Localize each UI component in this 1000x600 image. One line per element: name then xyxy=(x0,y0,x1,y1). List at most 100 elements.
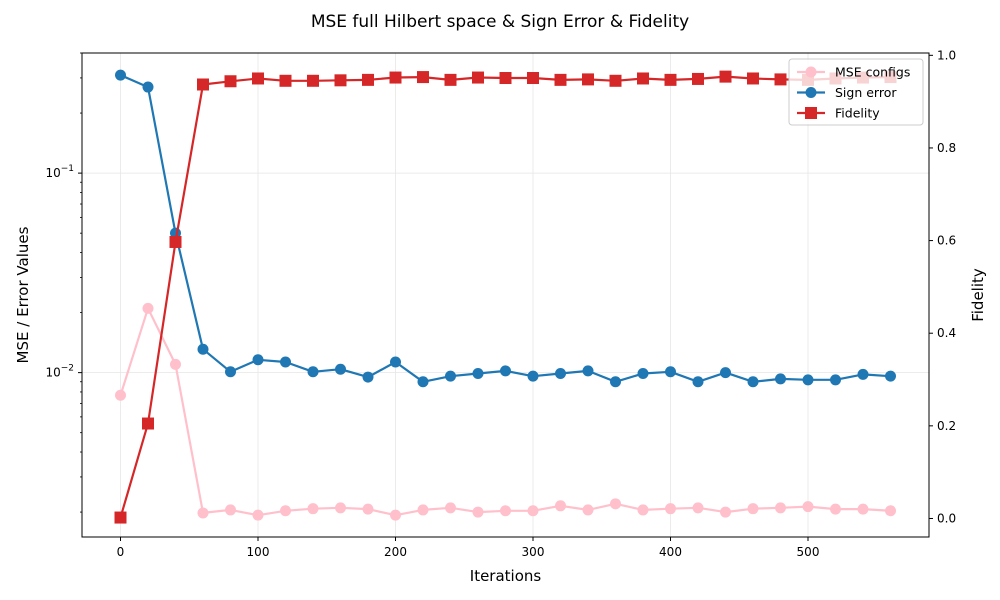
mse-configs-line xyxy=(119,307,891,517)
y-left-tick-exp: −1 xyxy=(61,164,74,174)
mse-configs-point xyxy=(857,503,869,515)
mse-configs-point xyxy=(582,504,594,516)
sign-error-point xyxy=(637,367,649,379)
sign-error-point xyxy=(527,370,539,382)
mse-configs-point xyxy=(720,506,731,518)
y-right-tick-label: 0.8 xyxy=(937,141,956,155)
mse-configs-point xyxy=(885,505,896,517)
legend-label: Sign error xyxy=(835,85,897,100)
tick-layer: 0 100 200 300 400 50010−110−20.00.20.40.60.81… xyxy=(45,48,956,559)
mse-configs-point xyxy=(335,502,346,514)
fidelity-point xyxy=(664,73,677,86)
fidelity-point xyxy=(279,74,292,87)
fidelity-point xyxy=(637,72,649,85)
sign-error-point xyxy=(665,366,676,378)
sign-error-point xyxy=(500,365,511,377)
fidelity-point xyxy=(362,73,374,86)
fidelity-point xyxy=(224,75,237,88)
mse-configs-point xyxy=(390,509,401,521)
mse-configs-point xyxy=(280,505,291,517)
fidelity-point xyxy=(252,72,264,85)
y-left-tick-base: 10 xyxy=(45,166,60,180)
fidelity-point xyxy=(582,73,594,86)
x-tick-label: 200 xyxy=(384,545,407,559)
y-left-tick-label: 10−1 xyxy=(45,164,74,180)
x-tick-label: 400 xyxy=(659,545,682,559)
fidelity-point xyxy=(197,78,209,91)
fidelity-point xyxy=(747,72,759,85)
sign-error-point xyxy=(555,367,566,379)
fidelity-point xyxy=(774,73,787,86)
mse-configs-point xyxy=(252,509,264,521)
grid-layer xyxy=(82,53,929,537)
x-tick-label: 500 xyxy=(797,545,820,559)
sign-error-point xyxy=(225,366,236,378)
sign-error-point xyxy=(335,363,346,375)
mse-configs-point xyxy=(610,498,621,510)
legend: MSE configs Sign error Fidelity xyxy=(788,58,924,126)
sign-error-point xyxy=(830,374,841,386)
fidelity-point xyxy=(609,74,622,87)
fidelity-point xyxy=(499,72,512,85)
mse-configs-point xyxy=(555,500,566,512)
sign-error-point xyxy=(362,371,374,383)
mse-configs-point xyxy=(115,389,126,401)
y-left-axis-label: MSE / Error Values xyxy=(14,226,32,363)
x-tick-label: 0 xyxy=(117,545,125,559)
fidelity-point xyxy=(389,71,402,84)
sign-error-point xyxy=(417,376,429,388)
sign-error-point xyxy=(115,69,126,81)
fidelity-point xyxy=(719,70,732,83)
mse-configs-point xyxy=(637,504,649,516)
sign-error-point xyxy=(445,370,456,382)
legend-label: MSE configs xyxy=(835,65,910,80)
x-axis-label: Iterations xyxy=(470,567,542,585)
series-layer xyxy=(114,69,897,524)
sign-error-point xyxy=(472,367,484,379)
y-left-tick-label: 10−2 xyxy=(45,364,74,380)
fidelity-point xyxy=(142,417,154,430)
mse-configs-point xyxy=(445,502,456,514)
fidelity-point xyxy=(554,73,567,86)
mse-configs-point xyxy=(225,504,236,516)
y-right-tick-label: 0.4 xyxy=(937,326,956,340)
y-right-tick-label: 0.6 xyxy=(937,234,956,248)
plot-frame xyxy=(81,52,930,538)
mse-configs-point xyxy=(142,302,154,314)
mse-configs-point xyxy=(802,501,814,513)
mse-configs-point xyxy=(472,506,484,518)
mse-configs-point xyxy=(527,505,539,517)
fidelity-point xyxy=(692,72,704,85)
x-tick-label: 100 xyxy=(247,545,270,559)
legend-box xyxy=(788,58,924,126)
fidelity-point xyxy=(114,511,127,524)
series-mse-configs xyxy=(115,302,896,521)
sign-error-point xyxy=(252,354,264,366)
mse-configs-point xyxy=(692,502,704,514)
sign-error-line xyxy=(120,74,891,383)
fidelity-point xyxy=(334,74,347,87)
fidelity-point xyxy=(472,71,484,84)
sign-error-point xyxy=(390,356,401,368)
fidelity-line xyxy=(119,75,891,518)
mse-configs-point xyxy=(417,504,429,516)
y-right-tick-label: 0.2 xyxy=(937,419,956,433)
mse-configs-point xyxy=(197,507,209,519)
fidelity-point xyxy=(444,73,457,86)
mse-configs-point xyxy=(665,503,676,515)
mse-configs-point xyxy=(307,503,319,515)
y-left-tick-base: 10 xyxy=(45,366,60,380)
x-tick-label: 300 xyxy=(522,545,545,559)
legend-marker-sign-error xyxy=(805,87,817,98)
sign-error-point xyxy=(747,376,759,388)
sign-error-point xyxy=(775,373,786,385)
mse-configs-point xyxy=(830,503,841,515)
sign-error-point xyxy=(885,370,896,382)
sign-error-point xyxy=(720,367,731,379)
legend-label: Fidelity xyxy=(835,106,880,121)
mse-configs-point xyxy=(500,505,511,517)
y-right-axis-label: Fidelity xyxy=(969,268,987,322)
mse-configs-point xyxy=(747,503,759,515)
sign-error-point xyxy=(197,343,209,355)
